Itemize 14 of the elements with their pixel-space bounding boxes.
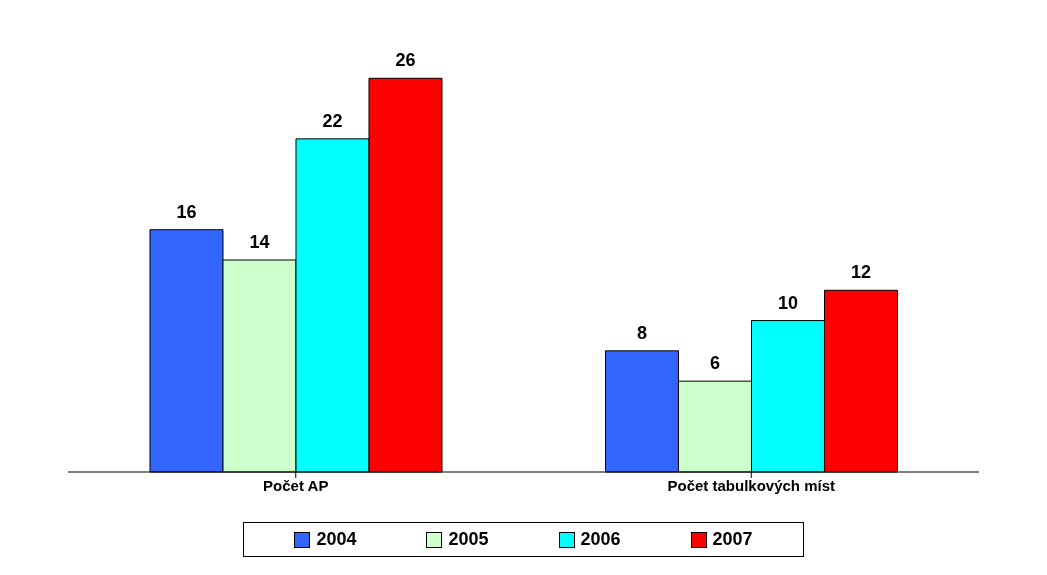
legend-label: 2004 (315, 529, 357, 550)
legend-label: 2007 (711, 529, 753, 550)
data-label: 22 (322, 110, 343, 131)
data-label: 8 (636, 322, 647, 343)
legend-label: 2005 (447, 529, 489, 550)
x-tick-label: Počet AP (263, 476, 329, 494)
data-label: 14 (249, 232, 270, 252)
legend-label: 2006 (579, 529, 621, 550)
data-label: 12 (850, 262, 872, 283)
x-tick-label: Počet tabulkových míst (667, 476, 836, 494)
data-label: 6 (709, 353, 720, 374)
data-label: 26 (395, 50, 416, 71)
data-label: 10 (777, 292, 799, 313)
data-label: 16 (176, 201, 197, 222)
